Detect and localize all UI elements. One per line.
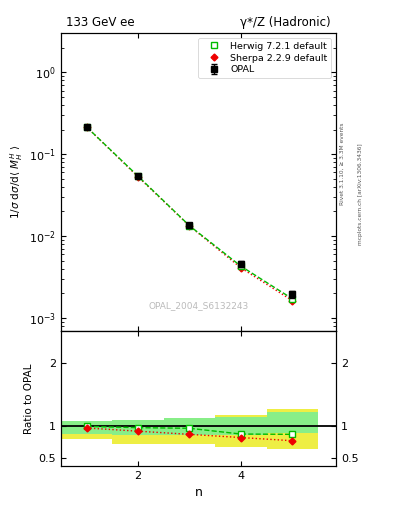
Sherpa 2.2.9 default (187, 223, 192, 229)
Text: mcplots.cern.ch [arXiv:1306.3436]: mcplots.cern.ch [arXiv:1306.3436] (358, 144, 363, 245)
Legend: Herwig 7.2.1 default, Sherpa 2.2.9 default, OPAL: Herwig 7.2.1 default, Sherpa 2.2.9 defau… (198, 38, 331, 78)
Herwig 7.2.1 default (239, 263, 243, 269)
Herwig 7.2.1 default (136, 173, 140, 179)
Herwig 7.2.1 default (290, 295, 295, 302)
Herwig 7.2.1 default (187, 223, 192, 229)
Y-axis label: Ratio to OPAL: Ratio to OPAL (24, 363, 34, 434)
Sherpa 2.2.9 default (84, 124, 89, 130)
Sherpa 2.2.9 default (136, 174, 140, 180)
X-axis label: n: n (195, 486, 202, 499)
Y-axis label: 1/$\sigma$ d$\sigma$/d$\langle$ $M_{H}^{H}$ $\rangle$: 1/$\sigma$ d$\sigma$/d$\langle$ $M_{H}^{… (8, 145, 25, 219)
Sherpa 2.2.9 default (239, 265, 243, 271)
Text: Rivet 3.1.10, ≥ 3.3M events: Rivet 3.1.10, ≥ 3.3M events (340, 122, 345, 205)
Text: γ*/Z (Hadronic): γ*/Z (Hadronic) (240, 16, 331, 29)
Text: OPAL_2004_S6132243: OPAL_2004_S6132243 (148, 301, 249, 310)
Herwig 7.2.1 default (84, 124, 89, 130)
Line: Sherpa 2.2.9 default: Sherpa 2.2.9 default (84, 124, 295, 303)
Text: 133 GeV ee: 133 GeV ee (66, 16, 135, 29)
Line: Herwig 7.2.1 default: Herwig 7.2.1 default (83, 124, 296, 302)
Sherpa 2.2.9 default (290, 297, 295, 304)
